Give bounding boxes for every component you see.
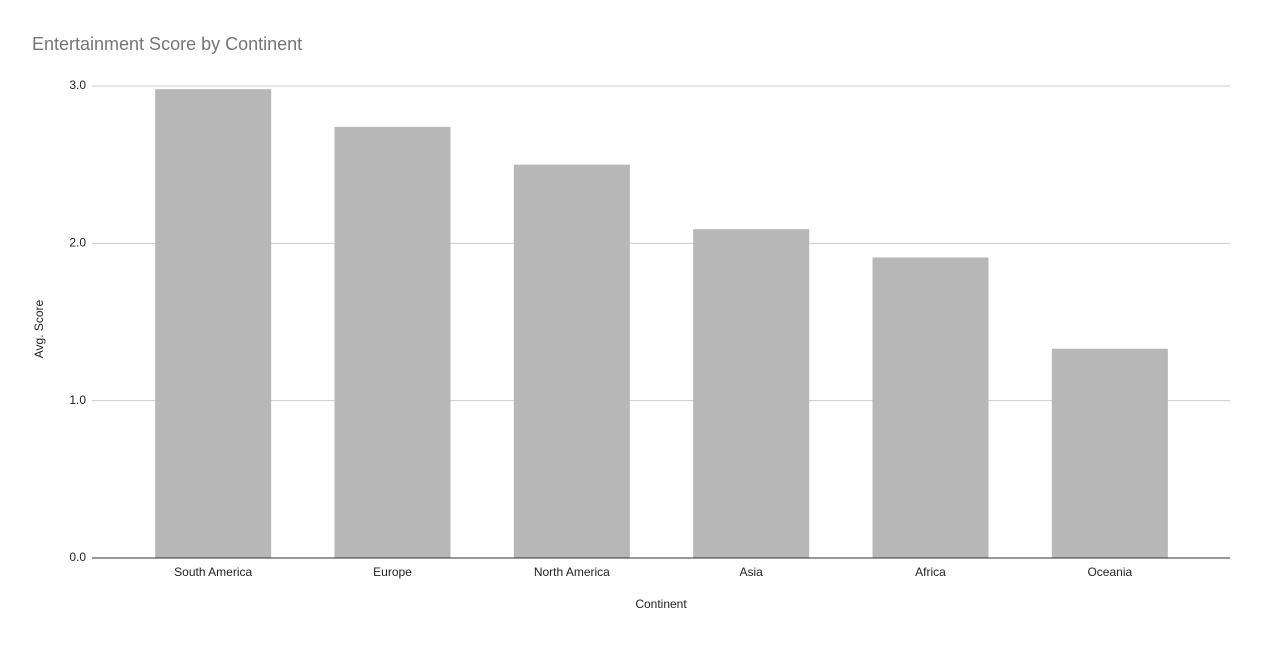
y-axis-label: Avg. Score [32, 299, 46, 358]
x-tick-label: Europe [373, 565, 412, 579]
y-tick-label: 0.0 [69, 550, 86, 564]
bar [693, 229, 810, 558]
x-tick-label: Oceania [1087, 565, 1132, 579]
chart-title: Entertainment Score by Continent [32, 34, 302, 54]
bar [334, 126, 451, 558]
bar [513, 164, 630, 558]
x-axis-label: Continent [635, 597, 687, 611]
bar [155, 89, 272, 558]
y-tick-label: 2.0 [69, 236, 86, 250]
x-tick-label: North America [534, 565, 610, 579]
x-tick-label: South America [174, 565, 252, 579]
y-tick-label: 3.0 [69, 78, 86, 92]
y-tick-label: 1.0 [69, 393, 86, 407]
x-tick-label: Asia [739, 565, 763, 579]
bar [872, 257, 989, 558]
x-tick-label: Africa [915, 565, 946, 579]
bar [1051, 348, 1168, 558]
